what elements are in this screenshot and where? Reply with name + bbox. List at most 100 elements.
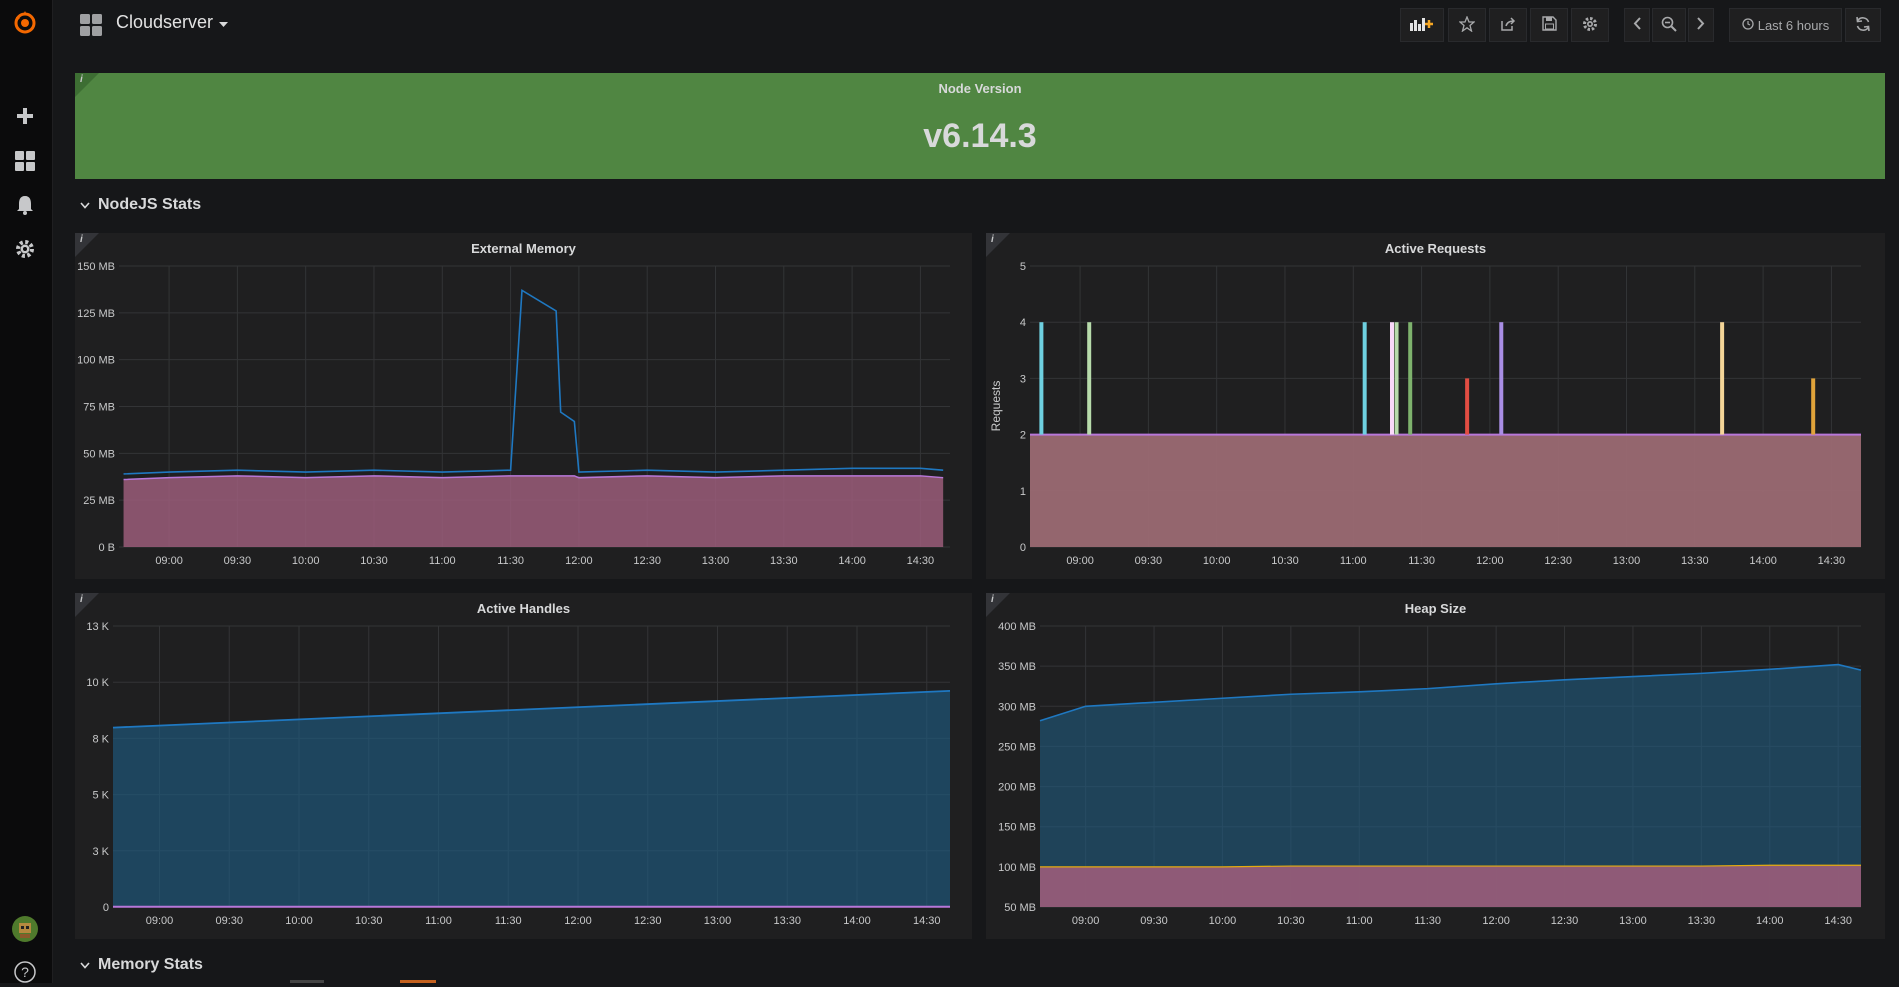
node-version-panel[interactable]: i Node Version v6.14.3 [75,73,1885,179]
series-area [1040,865,1861,907]
y-tick-label: 75 MB [83,402,115,414]
row-memory-stats[interactable]: Memory Stats [80,956,203,974]
x-tick-label: 13:30 [770,555,798,567]
x-tick-label: 09:00 [155,555,183,567]
zoom-out-icon [1661,16,1677,35]
x-tick-label: 09:30 [1135,555,1163,567]
spike-mark [1499,322,1504,435]
avatar-icon[interactable] [10,914,40,944]
caret-down-icon [219,12,229,33]
spike-mark [1394,322,1399,435]
heap-size-panel[interactable]: i Heap Size 400 MB 350 MB 300 MB 250 MB 200 … [986,593,1885,939]
help-icon[interactable]: ? [10,957,40,987]
panel-title: Active Handles [476,601,571,616]
dashboard-title[interactable]: Cloudserver [116,12,229,33]
series-line [1040,864,1861,868]
bell-icon[interactable] [10,190,40,220]
y-tick-label: 2 [1020,430,1026,442]
heap-size-chart: 400 MB 350 MB 300 MB 250 MB 200 MB 150 MB 100 … [998,621,1862,927]
x-tick-label: 14:00 [838,555,866,567]
chevron-down-icon [80,196,90,214]
row-title-text: Memory Stats [98,956,203,973]
panel-title: Node Version [938,81,1022,96]
time-forward-button[interactable] [1688,8,1714,42]
gear-icon [1582,16,1598,35]
x-tick-label: 11:30 [495,915,522,927]
y-tick-label: 10 K [86,677,109,689]
grafana-logo-icon[interactable] [10,8,40,38]
x-tick-label: 11:00 [1340,555,1367,567]
x-tick-label: 12:00 [565,555,593,567]
x-tick-label: 11:30 [1408,555,1435,567]
singlestat-value: v6.14.3 [923,117,1037,155]
y-tick-label: 100 MB [77,355,115,367]
info-icon[interactable]: i [991,594,994,605]
x-tick-label: 10:30 [355,915,383,927]
active-requests-chart: 5 4 3 2 1 0 09:00 09:30 10:00 10:30 11:00 11:30 12:0… [989,261,1861,567]
x-tick-label: 10:00 [1209,915,1237,927]
share-button[interactable] [1489,8,1527,42]
time-back-button[interactable] [1624,8,1650,42]
collapsed-panel-hint [290,980,324,983]
x-tick-label: 13:00 [704,915,732,927]
series-line [123,288,944,475]
x-tick-label: 14:00 [843,915,871,927]
save-icon [1541,16,1557,34]
x-tick-label: 11:00 [425,915,452,927]
series-line [123,475,944,481]
row-title-text: NodeJS Stats [98,196,202,213]
x-tick-label: 10:30 [1277,915,1305,927]
spike-mark [1811,378,1816,435]
spike-mark [1389,322,1394,435]
save-button[interactable] [1530,8,1568,42]
info-icon[interactable]: i [80,594,83,605]
refresh-button[interactable] [1845,8,1881,42]
y-tick-label: 300 MB [998,701,1036,713]
y-tick-label: 13 K [86,621,109,633]
dashboard-title-text: Cloudserver [116,12,214,32]
y-tick-label: 3 K [92,846,109,858]
x-tick-label: 10:00 [285,915,313,927]
active-handles-panel[interactable]: i Active Handles 13 K 10 K 8 K 5 K 3 K 0 09:00… [75,593,972,939]
y-tick-label: 5 [1020,261,1026,273]
plus-icon[interactable] [10,101,40,131]
external-memory-panel[interactable]: i External Memory 150 MB 125 MB 100 MB 75 M… [75,233,972,579]
spike-mark [1087,322,1092,435]
info-icon[interactable]: i [80,234,83,245]
zoom-out-button[interactable] [1652,8,1686,42]
x-tick-label: 12:30 [633,555,661,567]
x-tick-label: 09:00 [1072,915,1100,927]
star-icon [1458,14,1476,35]
refresh-icon [1855,16,1871,35]
panel-info-corner [75,593,99,617]
y-tick-label: 50 MB [1004,902,1036,914]
series-area [123,475,944,547]
clock-icon [1742,17,1754,33]
row-nodejs-stats[interactable]: NodeJS Stats [80,196,201,214]
gear-icon[interactable] [10,234,40,264]
active-requests-panel[interactable]: i Active Requests 5 4 3 2 1 0 09:00 09:30 10:00 1… [986,233,1885,579]
series-line [112,689,951,729]
star-button[interactable] [1448,8,1486,42]
collapsed-panel-hint [400,980,436,983]
x-tick-label: 12:00 [1482,915,1510,927]
info-icon[interactable]: i [80,74,83,85]
spike-mark [1362,322,1367,435]
settings-button[interactable] [1571,8,1609,42]
y-tick-label: 250 MB [998,741,1036,753]
x-tick-label: 13:00 [702,555,730,567]
dashboards-icon[interactable] [10,146,40,176]
panel-info-corner [75,233,99,257]
x-tick-label: 13:30 [773,915,801,927]
add-panel-button[interactable] [1400,8,1444,42]
y-tick-label: 50 MB [83,448,115,460]
x-tick-label: 10:30 [1271,555,1299,567]
spike-mark [1720,322,1725,435]
panel-info-corner [986,233,1010,257]
time-range-picker[interactable]: Last 6 hours [1729,8,1842,42]
y-tick-label: 400 MB [998,621,1036,633]
info-icon[interactable]: i [991,234,994,245]
y-tick-label: 100 MB [998,862,1036,874]
dashboard-grid-icon[interactable] [80,14,102,36]
y-tick-label: 150 MB [998,822,1036,834]
